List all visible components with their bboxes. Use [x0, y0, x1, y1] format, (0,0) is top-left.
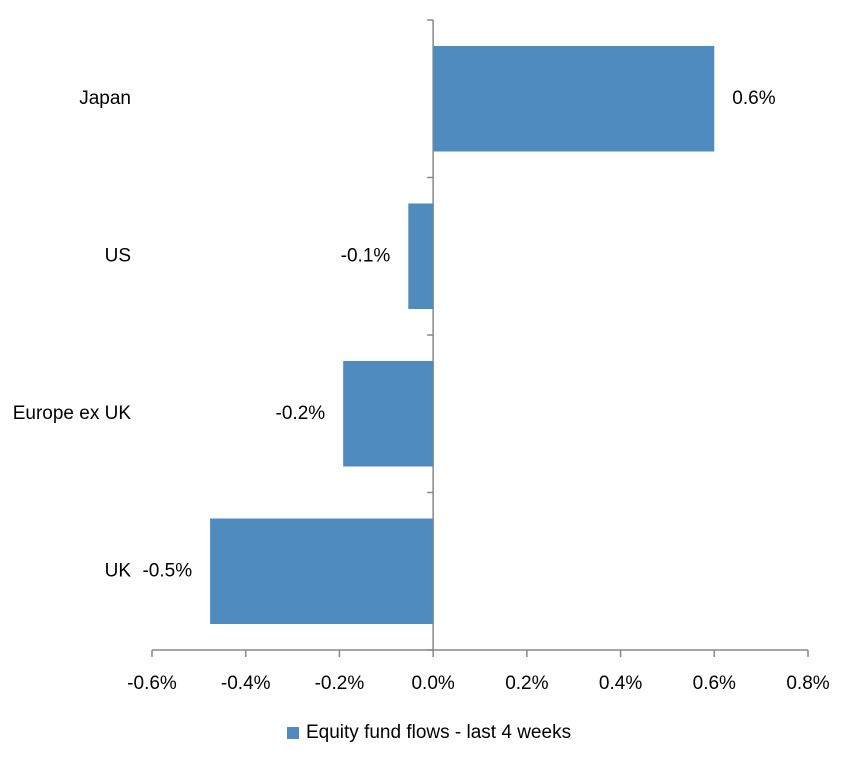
bar: [210, 518, 434, 625]
x-tick-label: -0.4%: [221, 673, 271, 694]
value-label: -0.2%: [276, 403, 326, 424]
x-tick-label: -0.6%: [127, 673, 177, 694]
bar: [343, 360, 434, 467]
bar: [433, 45, 715, 152]
category-label: Europe ex UK: [13, 403, 132, 424]
x-tick-label: 0.0%: [411, 673, 454, 694]
category-label: UK: [105, 560, 132, 581]
bar: [408, 203, 434, 310]
x-tick-label: -0.2%: [315, 673, 365, 694]
x-tick-label: 0.4%: [599, 673, 642, 694]
value-label: -0.5%: [142, 560, 192, 581]
legend-swatch: [287, 727, 299, 739]
value-label: -0.1%: [341, 245, 391, 266]
category-label: US: [105, 245, 131, 266]
category-label: Japan: [79, 88, 131, 109]
x-tick-label: 0.8%: [786, 673, 829, 694]
x-tick-label: 0.6%: [693, 673, 736, 694]
value-label: 0.6%: [732, 88, 775, 109]
x-tick-label: 0.2%: [505, 673, 548, 694]
legend-label: Equity fund flows - last 4 weeks: [306, 722, 571, 743]
